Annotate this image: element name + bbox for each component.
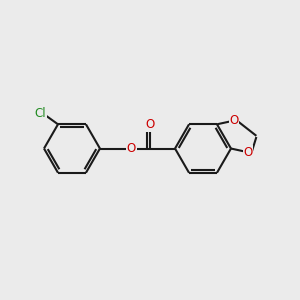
Text: Cl: Cl (34, 107, 46, 120)
Text: O: O (243, 146, 253, 159)
Text: O: O (127, 142, 136, 155)
Text: O: O (145, 118, 154, 131)
Text: O: O (230, 114, 239, 127)
